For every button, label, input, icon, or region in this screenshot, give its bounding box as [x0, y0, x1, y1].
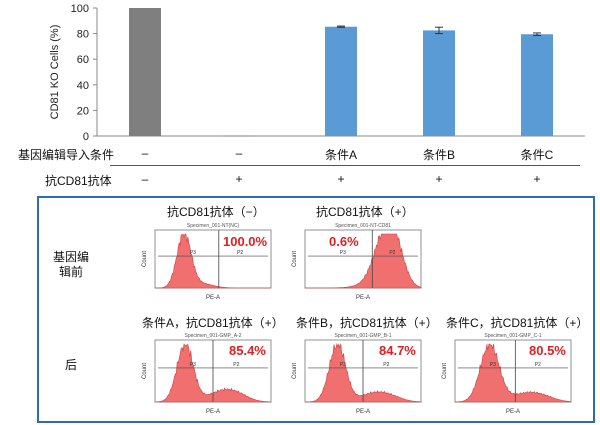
gate-label-left: P3	[340, 362, 346, 368]
y-axis-label: Count	[142, 363, 148, 379]
gate-label-right: P2	[237, 250, 243, 256]
facs-histogram-5: Specimen_001-GMP_C-1 P3 P2 PE-A Count	[442, 333, 572, 415]
bar	[129, 8, 161, 136]
bar-chart: 0 20 40 60 80 100 CD81 KO Cells (%)	[49, 3, 585, 143]
facs-histogram-3: Specimen_001-GMP_A-2 P3 P2 PE-A Count	[142, 333, 272, 415]
table-row1-cell-2: –	[235, 146, 243, 160]
specimen-label: Specimen_001-GMP_A-2	[185, 333, 242, 339]
gate-label-right: P2	[233, 362, 239, 368]
facs-percent-5: 80.5%	[529, 343, 566, 358]
table-row1-cell-5: 条件C	[520, 148, 554, 162]
facs-title-2: 抗CD81抗体（+）	[316, 205, 414, 219]
facs-percent-1: 100.0%	[223, 234, 268, 249]
y-tick-label: 0	[83, 131, 89, 143]
histogram-fill	[155, 233, 271, 289]
table-row2-label: 抗CD81抗体	[45, 174, 112, 188]
table-row2-cell-2: +	[235, 172, 243, 186]
facs-histogram-1: Specimen_001-NT(NC) P3 P2 PE-A Count	[142, 223, 272, 301]
gate-label-right: P2	[535, 362, 541, 368]
table-row2-cell-4: +	[435, 172, 443, 186]
gate-label-left: P3	[490, 362, 496, 368]
x-axis-label: PE-A	[206, 409, 220, 415]
bar	[423, 30, 455, 136]
specimen-label: Specimen_001-GMP_B-1	[335, 333, 392, 339]
y-tick-label: 60	[77, 54, 89, 66]
row-label-before: 基因编辑前	[52, 250, 89, 279]
facs-percent-4: 84.7%	[379, 343, 416, 358]
y-axis-label: Count	[292, 363, 298, 379]
facs-title-4: 条件B，抗CD81抗体（+）	[296, 316, 438, 330]
table-row1-cell-3: 条件A	[324, 148, 357, 162]
gate-label-right: P2	[383, 362, 389, 368]
facs-title-1: 抗CD81抗体（−）	[167, 205, 265, 219]
table-row1-cell-4: 条件B	[422, 148, 455, 162]
y-tick-label: 80	[77, 29, 89, 41]
gate-label-left: P3	[340, 250, 346, 256]
y-tick-label: 20	[77, 105, 89, 117]
specimen-label: Specimen_001-NT(NC)	[187, 223, 240, 229]
flow-cytometry-panel: 基因编辑前 后 抗CD81抗体（−） 抗CD81抗体（+） 条件A，抗CD81抗…	[37, 196, 595, 423]
row-label-after: 后	[64, 358, 77, 372]
x-axis-label: PE-A	[356, 295, 370, 301]
x-axis-label: PE-A	[206, 295, 220, 301]
y-axis-label: Count	[292, 251, 298, 267]
bar	[521, 34, 553, 136]
x-axis-label: PE-A	[356, 409, 370, 415]
specimen-label: Specimen_001-NT-CD81	[335, 223, 391, 229]
table-row1-cell-1: –	[141, 146, 149, 160]
bar	[325, 26, 357, 136]
histogram-fill	[305, 343, 422, 403]
histogram-fill	[454, 343, 572, 403]
table-row1-label: 基因编辑导入条件	[18, 148, 115, 162]
y-tick-label: 40	[77, 80, 89, 92]
table-row2-cell-1: –	[141, 172, 149, 186]
gate-label-right: P2	[389, 250, 395, 256]
gate-label-left: P3	[190, 362, 196, 368]
facs-title-5: 条件C，抗CD81抗体（+）	[446, 316, 589, 330]
y-axis-label: Count	[442, 363, 448, 379]
facs-percent-2: 0.6%	[329, 234, 359, 249]
table-row2-cell-3: +	[337, 172, 345, 186]
x-axis-label: PE-A	[506, 409, 520, 415]
histogram-fill	[154, 343, 272, 403]
histogram-fill	[305, 233, 422, 289]
y-axis-label: Count	[142, 251, 148, 267]
gate-label-left: P3	[190, 250, 196, 256]
facs-histogram-4: Specimen_001-GMP_B-1 P3 P2 PE-A Count	[292, 333, 422, 415]
facs-histogram-2: Specimen_001-NT-CD81 P3 P2 PE-A Count	[292, 223, 422, 301]
specimen-label: Specimen_001-GMP_C-1	[484, 333, 541, 339]
y-axis-label: CD81 KO Cells (%)	[49, 25, 61, 120]
table-row2-cell-5: +	[533, 172, 541, 186]
facs-title-3: 条件A，抗CD81抗体（+）	[142, 316, 284, 330]
y-tick-label: 100	[71, 3, 89, 15]
facs-percent-3: 85.4%	[229, 343, 266, 358]
table-divider	[110, 165, 580, 166]
